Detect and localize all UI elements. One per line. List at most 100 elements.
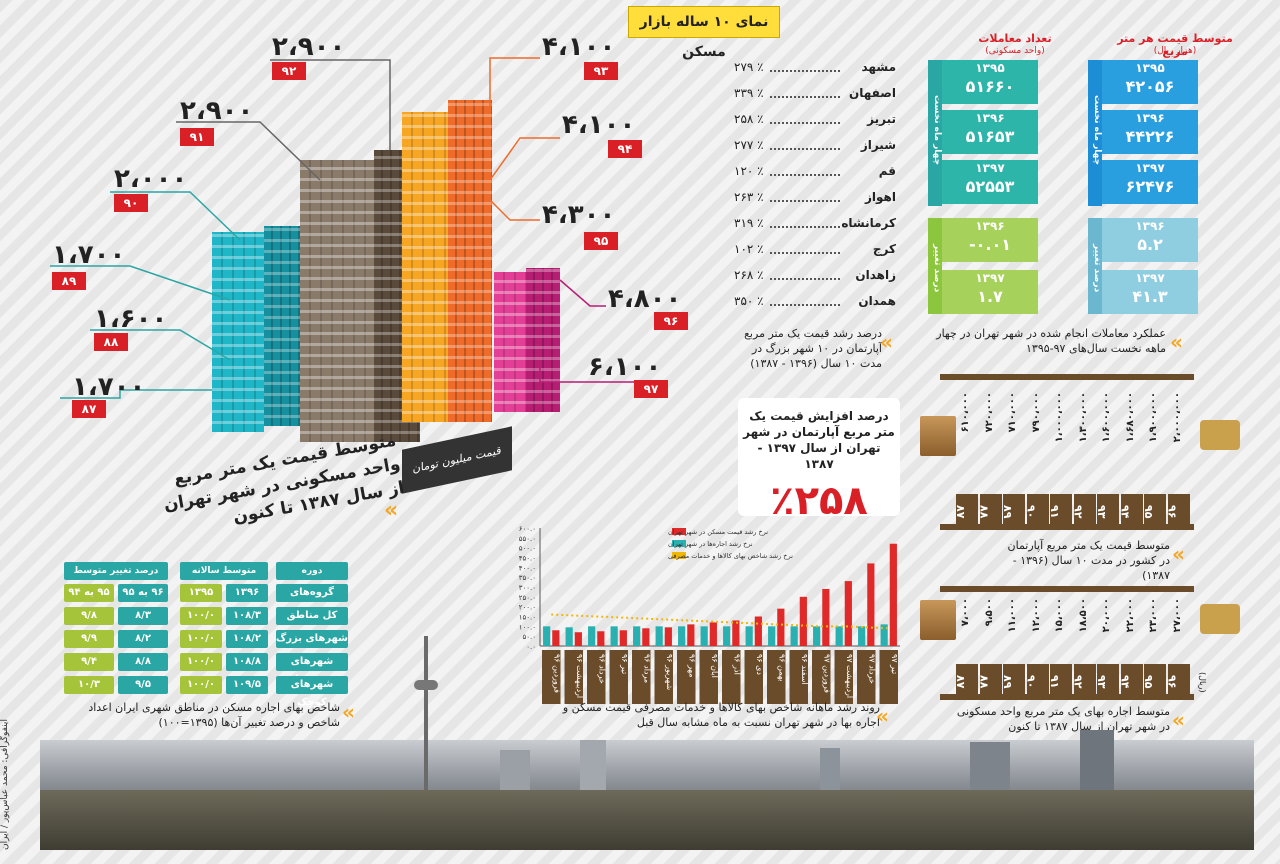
table-cell: کل مناطق شهری xyxy=(276,607,348,639)
rent-price-year: ۹۶ xyxy=(1166,664,1190,700)
table-cell: ۸/۸ xyxy=(118,653,168,671)
rent-bar xyxy=(588,626,596,646)
count-change-1397: ۱۳۹۷ ۱.۷ xyxy=(942,270,1038,314)
leader-lines xyxy=(50,57,634,399)
category-label: اسفند ۹۶ xyxy=(800,654,809,685)
rent-price-value: ۱۸،۵۰۰ xyxy=(1077,598,1089,633)
price-header: متوسط قیمت هر متر مربع xyxy=(1117,32,1233,58)
housing-bar xyxy=(642,628,650,646)
table-cell: ۱۰۰/۰ xyxy=(180,607,222,625)
y-tick-label: ۳۰۰.۰ xyxy=(519,584,536,592)
cpi-line xyxy=(551,613,889,630)
y-tick-label: ۶۰۰.۰ xyxy=(519,525,536,533)
category-label: شهریور ۹۶ xyxy=(665,654,674,690)
building-icon xyxy=(920,416,956,456)
table-cell: ۱۰۰/۰ xyxy=(180,653,222,671)
table-cell: ۱۰/۳ xyxy=(64,676,114,694)
period-label: چهار ماه نخست xyxy=(932,94,942,166)
rent-price-year: ۹۴ xyxy=(1119,664,1143,700)
category-label: تیر ۹۶ xyxy=(620,654,629,674)
chevron-icon: « xyxy=(1170,330,1183,354)
year-94: ۹۴ xyxy=(608,140,642,158)
rent-bar xyxy=(543,626,551,646)
category-bg xyxy=(677,650,696,704)
y-tick-label: ۴۵۰.۰ xyxy=(519,555,536,563)
table-cell: شهرهای بزرگ xyxy=(276,630,348,648)
subheader-c2: ۹۵ به ۹۴ xyxy=(64,584,114,602)
tehran-growth-value: ٪۲۵۸ xyxy=(770,478,868,524)
rent-bar xyxy=(565,627,573,646)
y-tick-label: ۵۵۰.۰ xyxy=(519,535,536,543)
country-price-value: ۱،۹۰۰،۰۰۰ xyxy=(1148,392,1159,443)
legend-label: نرخ رشد شاخص بهای کالاها و خدمات مصرفی xyxy=(668,552,793,560)
category-bg xyxy=(632,650,651,704)
category-label: آبان ۹۶ xyxy=(710,654,720,679)
price-change-1397: ۱۳۹۷ ۴۱.۳ xyxy=(1102,270,1198,314)
year-87: ۸۷ xyxy=(72,400,106,418)
period-label-2: چهار ماه نخست xyxy=(1092,94,1102,166)
change-label: درصد تغییر xyxy=(932,243,942,293)
housing-bar xyxy=(867,563,875,646)
y-tick-label: ۳۵۰.۰ xyxy=(519,574,536,582)
housing-bar xyxy=(822,588,830,646)
chevron-icon: « xyxy=(876,704,889,728)
y-tick-label: ۰.۰ xyxy=(526,643,536,651)
rent-price-caption: متوسط اجاره بهای یک متر مربع واحد مسکونی… xyxy=(956,705,1170,733)
period-strip-2 xyxy=(1088,60,1102,206)
list-item: زاهدان ٪ ۲۶۸ xyxy=(734,268,896,282)
country-price-year: ۸۹ xyxy=(1001,494,1025,530)
subheader-c1: ۹۶ به ۹۵ xyxy=(118,584,168,602)
housing-bar xyxy=(597,631,605,646)
price-1396: ۱۳۹۶ ۴۴۲۲۶ xyxy=(1102,110,1198,154)
rent-unit: (ریال) xyxy=(1198,672,1207,693)
price-change-1396: ۱۳۹۶ ۵.۲ xyxy=(1102,218,1198,262)
housing-bar xyxy=(619,630,627,646)
legend-label: نرخ رشد اجاره‌ها در شهر تهران xyxy=(668,540,753,548)
list-item: کرمانشاه ٪ ۳۱۹ xyxy=(734,216,896,230)
housing-bar xyxy=(664,627,672,646)
country-price-value: ۶۱۰،۰۰۰ xyxy=(960,392,971,433)
price-87: ۱،۷۰۰ xyxy=(72,372,146,402)
transactions-caption: عملکرد معاملات انجام شده در شهر تهران در… xyxy=(936,327,1166,355)
list-item: کرج ٪ ۱۰۲ xyxy=(734,242,896,256)
index-table-caption: شاخص بهای اجاره مسکن در مناطق شهری ایران… xyxy=(88,701,340,729)
country-price-year: ۸۷ xyxy=(954,494,978,530)
year-96: ۹۶ xyxy=(654,312,688,330)
table-cell: ۹/۸ xyxy=(64,607,114,625)
category-label: اردیبهشت ۹۶ xyxy=(575,654,584,698)
legend-swatch xyxy=(672,540,686,547)
subheader-y95: ۱۳۹۵ xyxy=(180,584,222,602)
rent-bar xyxy=(768,626,776,646)
tehran-growth-text: درصد افزایش قیمت یک متر مربع آپارتمان در… xyxy=(743,409,895,471)
rent-price-year: ۸۷ xyxy=(954,664,978,700)
country-bracket-top xyxy=(940,374,1194,384)
header-period: دوره xyxy=(276,562,348,580)
rent-bar xyxy=(610,626,618,646)
category-bg xyxy=(767,650,786,704)
price-97: ۶،۱۰۰ xyxy=(588,352,662,382)
category-label: بهمن ۹۶ xyxy=(777,654,786,682)
y-tick-label: ۵۰.۰ xyxy=(522,633,536,641)
tehran-growth-box: درصد افزایش قیمت یک متر مربع آپارتمان در… xyxy=(738,398,900,524)
chevron-icon: « xyxy=(1172,542,1185,566)
housing-bar xyxy=(777,608,785,646)
credit-text: اینفوگرافی: محمد عباس‌پور / ایران xyxy=(0,719,10,850)
transactions-panel: تعداد معاملات (واحد مسکونی) متوسط قیمت ه… xyxy=(960,10,1240,320)
price-90: ۲،۰۰۰ xyxy=(114,164,188,194)
country-price-year: ۹۰ xyxy=(1025,494,1049,530)
change-strip xyxy=(928,218,942,314)
chevron-icon: « xyxy=(384,498,399,523)
category-label: فروردین ۹۶ xyxy=(552,654,561,693)
period-strip xyxy=(928,60,942,206)
country-price-value: ۱،۶۰۰،۰۰۰ xyxy=(1101,392,1112,443)
money-icon xyxy=(1200,604,1240,634)
y-tick-label: ۲۰۰.۰ xyxy=(519,604,536,612)
rent-bracket-top xyxy=(940,586,1194,596)
rent-bar xyxy=(858,626,866,646)
year-93: ۹۳ xyxy=(584,62,618,80)
rent-price-year: ۹۱ xyxy=(1048,664,1072,700)
city-growth-caption: درصد رشد قیمت یک متر مربع آپارتمان در ۱۰… xyxy=(744,327,882,370)
category-bg xyxy=(699,650,718,704)
country-price-year: ۹۳ xyxy=(1095,494,1119,530)
